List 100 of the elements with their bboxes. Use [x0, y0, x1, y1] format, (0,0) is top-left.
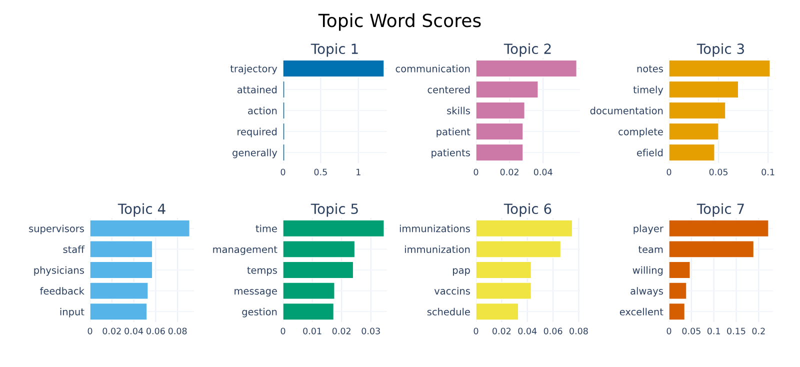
- x-tick-label: 0.02: [492, 328, 511, 334]
- x-tick-label: 0: [280, 168, 286, 176]
- x-tick-label: 0.02: [332, 328, 350, 334]
- y-tick-label: always: [630, 287, 663, 297]
- x-tick-label: 0: [666, 168, 672, 176]
- y-tick-label: immunization: [405, 246, 470, 254]
- y-tick-label: documentation: [590, 106, 663, 114]
- y-tick-label: excellent: [620, 308, 664, 316]
- y-tick-label: generally: [232, 148, 278, 158]
- bar: [90, 220, 190, 238]
- y-tick-label: gestion: [242, 308, 277, 318]
- bar: [476, 122, 524, 140]
- x-tick-label: 0.02: [500, 168, 518, 176]
- bar: [668, 261, 690, 279]
- chart-title: Topic 2: [504, 43, 551, 57]
- x-tick-label: 1: [356, 168, 360, 176]
- y-tick-label: staff: [63, 246, 85, 254]
- x-tick-label: 0.02: [102, 328, 121, 334]
- x-tick-label: 0.2: [752, 328, 765, 334]
- bar: [90, 261, 153, 279]
- y-tick-label: message: [234, 289, 277, 297]
- x-tick-label: 0: [280, 328, 286, 334]
- bar: [282, 302, 334, 320]
- bar: [282, 261, 354, 279]
- bar: [476, 102, 525, 120]
- y-tick-label: player: [634, 224, 664, 234]
- y-tick-label: immunizations: [400, 224, 470, 232]
- chart-title: Topic 3: [696, 43, 744, 57]
- x-tick-label: 0: [666, 328, 672, 334]
- y-tick-label: time: [256, 224, 277, 232]
- text: Topic Word Scores: [318, 13, 481, 31]
- bar: [668, 302, 686, 320]
- bar: [476, 220, 573, 238]
- bar: [668, 80, 739, 98]
- bar: [90, 240, 153, 258]
- chart-title: Topic 5: [310, 203, 358, 217]
- y-tick-label: physicians: [34, 266, 84, 276]
- bar: [476, 80, 538, 98]
- x-tick-label: 0.05: [682, 328, 700, 334]
- y-tick-label: skills: [447, 106, 470, 114]
- bar: [476, 302, 519, 320]
- bar: [476, 240, 562, 258]
- y-tick-label: feedback: [40, 287, 84, 295]
- bar: [282, 220, 384, 238]
- x-tick-label: 0.1: [707, 328, 720, 334]
- bar: [476, 60, 577, 78]
- y-tick-label: action: [248, 106, 277, 114]
- y-tick-label: timely: [633, 86, 664, 96]
- bar: [668, 240, 754, 258]
- x-tick-label: 0.06: [146, 328, 165, 334]
- bar: [668, 60, 770, 78]
- y-tick-label: team: [638, 246, 663, 254]
- chart-title: Topic 4: [118, 203, 166, 217]
- y-tick-label: management: [213, 246, 278, 255]
- x-tick-label: 0: [474, 168, 478, 176]
- bar: [668, 282, 687, 300]
- y-tick-label: complete: [618, 128, 663, 138]
- bar: [668, 220, 769, 238]
- x-tick-label: 0.05: [709, 168, 728, 176]
- chart-title: Topic 1: [310, 43, 358, 57]
- x-tick-label: 0.1: [762, 168, 774, 176]
- bar: [282, 282, 335, 300]
- x-tick-label: 0: [88, 328, 92, 334]
- y-tick-label: notes: [637, 65, 663, 72]
- y-tick-label: willing: [632, 266, 663, 276]
- y-tick-label: temps: [247, 266, 277, 276]
- chart-title: Topic 6: [504, 203, 552, 217]
- chart-title: Topic 7: [696, 203, 744, 217]
- bar: [668, 102, 726, 120]
- bar: [90, 282, 148, 300]
- bar: [668, 122, 719, 140]
- bar: [90, 302, 148, 320]
- x-tick-label: 0.08: [168, 328, 187, 334]
- y-tick-label: supervisors: [29, 224, 84, 234]
- y-tick-label: centered: [428, 86, 470, 94]
- x-tick-label: 0.06: [544, 328, 562, 334]
- bar: [476, 282, 532, 300]
- x-tick-label: 0.03: [362, 328, 380, 334]
- bar: [282, 240, 356, 258]
- y-tick-label: patients: [432, 148, 470, 158]
- x-tick-label: 0.04: [124, 328, 144, 334]
- y-tick-label: efield: [637, 148, 663, 156]
- bar: [668, 144, 715, 162]
- x-tick-label: 0.04: [534, 168, 552, 176]
- x-tick-label: 0.15: [727, 328, 746, 334]
- y-tick-label: required: [238, 128, 277, 138]
- x-tick-label: 0: [474, 328, 478, 334]
- y-tick-label: vaccins: [434, 287, 470, 295]
- y-tick-label: pap: [453, 268, 470, 276]
- y-tick-label: schedule: [427, 308, 470, 316]
- y-tick-label: attained: [237, 86, 277, 94]
- y-tick-label: patient: [436, 128, 470, 138]
- bar: [476, 144, 524, 162]
- x-tick-label: 0.01: [303, 328, 322, 334]
- y-tick-label: communication: [396, 64, 470, 72]
- x-tick-label: 0.08: [570, 328, 588, 334]
- x-tick-label: 0.04: [518, 328, 537, 334]
- y-tick-label: trajectory: [230, 64, 278, 74]
- x-tick-label: 0.5: [314, 168, 327, 176]
- bar: [476, 261, 532, 279]
